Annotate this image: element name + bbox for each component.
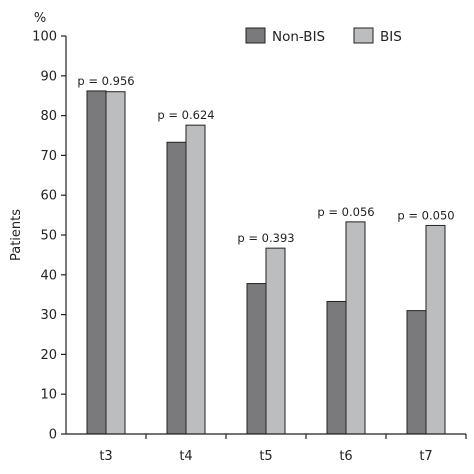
y-tick-label: 70 bbox=[40, 149, 57, 164]
legend-label: BIS bbox=[380, 29, 402, 45]
p-value-annotation: p = 0.050 bbox=[397, 208, 454, 222]
y-tick-label: 30 bbox=[40, 308, 57, 323]
y-tick-label: 40 bbox=[40, 268, 57, 283]
y-tick-label: 60 bbox=[40, 189, 57, 204]
legend-swatch bbox=[245, 27, 266, 44]
bar-bis-t6 bbox=[345, 221, 366, 435]
x-tick-label: t6 bbox=[339, 449, 352, 464]
y-tick-label: 50 bbox=[40, 229, 57, 244]
x-tick-label: t5 bbox=[259, 449, 272, 464]
y-tick-label: 20 bbox=[40, 348, 57, 363]
x-tick-label: t7 bbox=[419, 449, 432, 464]
y-axis-unit: % bbox=[34, 11, 46, 26]
x-tick-label: t3 bbox=[99, 449, 112, 464]
bar-non-bis-t4 bbox=[166, 141, 187, 435]
legend-swatch bbox=[353, 27, 374, 44]
p-value-annotation: p = 0.956 bbox=[77, 74, 134, 88]
bar-non-bis-t6 bbox=[326, 300, 347, 435]
legend-label: Non-BIS bbox=[272, 29, 325, 45]
bar-bis-t3 bbox=[105, 91, 126, 435]
y-tick-label: 80 bbox=[40, 109, 57, 124]
p-value-annotation: p = 0.393 bbox=[237, 231, 294, 245]
y-axis-label: Patients bbox=[9, 209, 24, 261]
bar-bis-t5 bbox=[265, 247, 286, 435]
bar-bis-t7 bbox=[425, 224, 446, 435]
y-tick-label: 100 bbox=[32, 30, 57, 45]
y-tick-label: 0 bbox=[49, 428, 57, 443]
p-value-annotation: p = 0.056 bbox=[317, 205, 374, 219]
bar-non-bis-t7 bbox=[406, 310, 427, 435]
bar-non-bis-t3 bbox=[86, 90, 107, 435]
p-value-annotation: p = 0.624 bbox=[157, 108, 214, 122]
axes-group: 0 10 20 30 40 50 60 70 80 90 100 t3 t4 t5 t6 t7 bbox=[32, 30, 467, 464]
y-tick-label: 10 bbox=[40, 388, 57, 403]
bar-bis-t4 bbox=[185, 124, 206, 435]
annotations-group: p = 0.956 p = 0.624 p = 0.393 p = 0.056 p = … bbox=[77, 74, 454, 245]
bars-group bbox=[86, 90, 446, 435]
bar-non-bis-t5 bbox=[246, 283, 267, 435]
y-tick-label: 90 bbox=[40, 69, 57, 84]
x-tick-label: t4 bbox=[179, 449, 192, 464]
legend: Non-BIS BIS bbox=[245, 27, 402, 45]
